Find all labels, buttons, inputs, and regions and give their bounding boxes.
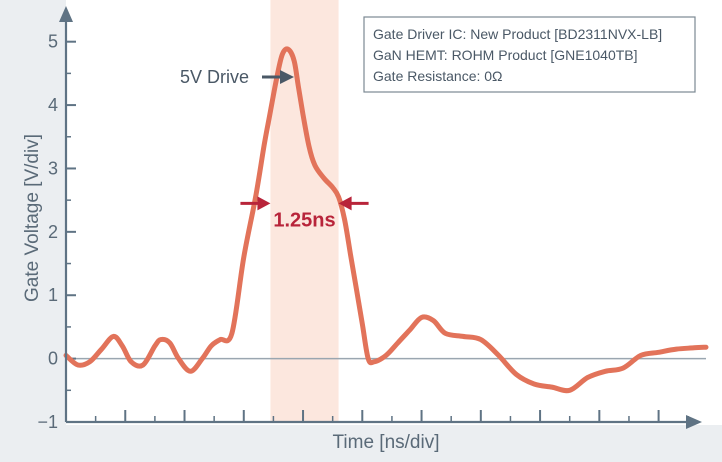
- x-axis-label: Time [ns/div]: [333, 432, 440, 453]
- y-axis-arrow: [59, 6, 73, 22]
- y-axis-label: Gate Voltage [V/div]: [22, 134, 43, 302]
- y-tick-label: 4: [48, 95, 58, 115]
- pulse-width-left-arrowhead: [257, 196, 271, 211]
- legend-line-driver: Gate Driver IC: New Product [BD2311NVX-L…: [373, 26, 662, 42]
- y-tick-label: 1: [48, 285, 58, 305]
- legend-box: [363, 16, 696, 93]
- peak-annotation-arrowhead: [280, 70, 294, 84]
- pulse-width-band: [270, 0, 339, 422]
- y-tick-label: 2: [48, 222, 58, 242]
- pulse-width-label: 1.25ns: [273, 209, 335, 231]
- pulse-width-markers: [240, 196, 369, 211]
- pulse-width-right-arrowhead: [338, 196, 352, 211]
- x-axis-arrow: [686, 415, 702, 429]
- peak-annotation-label: 5V Drive: [180, 67, 249, 87]
- legend-line-hemt: GaN HEMT: ROHM Product [GNE1040TB]: [373, 47, 638, 63]
- legend-line-resistance: Gate Resistance: 0Ω: [373, 68, 503, 84]
- y-tick-label: 3: [48, 158, 58, 178]
- y-tick-label: −1: [37, 412, 58, 432]
- y-tick-label: 0: [48, 349, 58, 369]
- series-line-0: [63, 46, 709, 394]
- y-tick-label: 5: [48, 32, 58, 52]
- series-layer: [63, 46, 709, 394]
